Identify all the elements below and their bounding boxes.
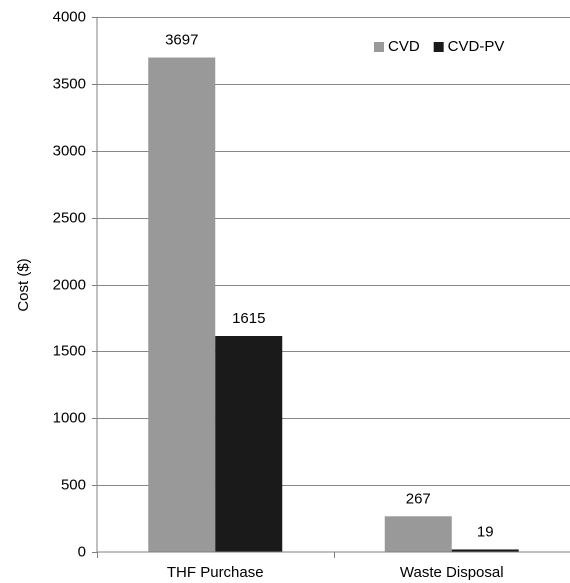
legend: CVD CVD-PV (374, 38, 504, 55)
y-tick-label: 2500 (53, 209, 86, 226)
data-label: 1615 (232, 310, 265, 327)
x-tick-label: Waste Disposal (400, 564, 504, 581)
y-tick-label: 3000 (53, 142, 86, 159)
labels: 0 500 1000 1500 2000 2500 3000 3500 4000 3697 1615… (53, 8, 504, 581)
bar-cvd-0 (148, 57, 216, 553)
axes (92, 17, 570, 558)
y-tick-label: 1500 (53, 342, 86, 359)
y-tick-label: 4000 (53, 8, 86, 25)
bars (148, 57, 519, 553)
legend-swatch-cvd (374, 42, 384, 52)
data-label: 19 (477, 523, 494, 540)
y-axis-title: Cost ($) (15, 258, 32, 311)
legend-swatch-cvd-pv (433, 42, 444, 52)
bar-cvd-pv-1 (451, 549, 519, 552)
y-tick-label: 0 (78, 543, 86, 560)
y-tick-label: 3500 (53, 75, 86, 92)
legend-label: CVD (388, 38, 420, 55)
legend-label: CVD-PV (448, 38, 505, 55)
bar-cvd-1 (384, 516, 452, 552)
x-tick-label: THF Purchase (167, 564, 264, 581)
bar-cvd-pv-0 (215, 335, 283, 552)
y-tick-label: 500 (61, 476, 86, 493)
y-tick-label: 1000 (53, 409, 86, 426)
data-label: 3697 (165, 32, 198, 49)
y-tick-label: 2000 (53, 276, 86, 293)
data-label: 267 (406, 490, 431, 507)
